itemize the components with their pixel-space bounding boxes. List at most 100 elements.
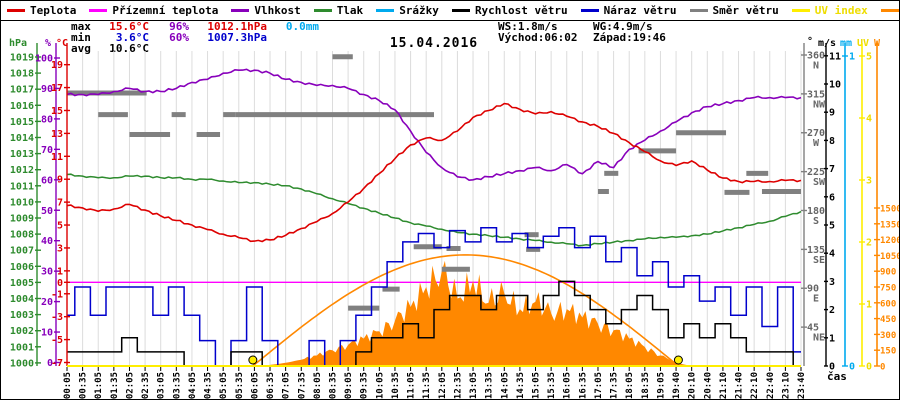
svg-text:11: 11 [829,51,841,62]
svg-text:-7: -7 [51,358,63,369]
axis-header-mm: mm [840,38,853,49]
svg-text:1: 1 [866,300,872,311]
svg-text:SW: SW [813,177,826,188]
legend-item-8: UV index [791,4,868,17]
legend-swatch-icon [689,9,708,12]
svg-text:1014: 1014 [10,133,34,144]
chart-date-title: 15.04.2016 [389,36,479,51]
svg-text:2: 2 [866,238,872,249]
svg-text:1017: 1017 [10,85,34,96]
svg-text:21:10: 21:10 [719,372,729,399]
svg-text:21:40: 21:40 [735,372,745,399]
legend-item-3: Tlak [313,4,363,17]
svg-text:01:35: 01:35 [110,372,120,399]
wind-sun-stats: WS:1.8m/s WG:4.9m/s Východ:06:02 Západ:19:… [498,21,688,43]
max-humidity: 96% [169,20,189,33]
legend-label: Přízemní teplota [112,4,219,17]
svg-text:00:05: 00:05 [63,372,73,399]
min-humidity: 60% [169,31,189,44]
legend-label: Teplota [30,4,77,17]
legend-swatch-icon [231,9,250,12]
series-pressure [66,173,802,247]
svg-text:08:05: 08:05 [313,372,323,399]
svg-text:15: 15 [51,106,63,117]
axis-uv: 5 4 3 2 1 0 [859,43,872,373]
svg-text:19: 19 [51,60,63,71]
legend-swatch-icon [880,9,899,12]
svg-text:100: 100 [35,54,53,65]
svg-text:0: 0 [866,362,872,373]
svg-text:5: 5 [829,221,835,232]
svg-text:NE: NE [813,333,825,344]
svg-text:19:40: 19:40 [672,372,682,399]
svg-text:9: 9 [829,108,835,119]
series-wind-direction [67,54,801,311]
svg-text:17:05: 17:05 [594,372,604,399]
svg-text:180: 180 [807,206,825,217]
legend-label: Rychlost větru [474,4,568,17]
svg-text:3: 3 [829,277,835,288]
legend-label: Srážky [399,4,439,17]
svg-text:1012: 1012 [10,165,34,176]
svg-text:11:35: 11:35 [422,372,432,399]
svg-text:750: 750 [880,284,896,294]
svg-text:360: 360 [807,50,825,61]
svg-text:14:35: 14:35 [516,372,526,399]
svg-text:23:40: 23:40 [797,372,807,399]
svg-text:02:05: 02:05 [125,372,135,399]
svg-text:9: 9 [57,175,63,186]
axis-header-uv: UV [857,38,870,49]
svg-text:10:35: 10:35 [391,372,401,399]
legend-swatch-icon [7,9,25,12]
svg-text:600: 600 [880,299,896,309]
svg-text:W: W [813,138,820,149]
svg-text:0: 0 [829,362,835,373]
axis-header-celsius: °C [56,38,69,49]
legend-label: UV index [814,4,868,17]
svg-text:11: 11 [51,152,63,163]
svg-text:03:35: 03:35 [172,372,182,399]
sun-stats-row: Východ:06:02 Západ:19:46 [498,32,688,43]
legend-swatch-icon [376,9,395,12]
svg-text:09:05: 09:05 [344,372,354,399]
axis-celsius: 19 17 15 13 11 9 7 5 3 10-1 -3 -5 -7 [51,43,70,369]
legend-label: Vlhkost [254,4,301,17]
svg-text:0: 0 [880,363,885,373]
svg-text:23:10: 23:10 [781,372,791,399]
svg-text:3: 3 [57,243,63,254]
svg-text:NW: NW [813,99,826,110]
max-pressure: 1012.1hPa [207,20,267,33]
svg-text:1200: 1200 [880,236,900,246]
axis-mm: 10 [842,43,855,373]
svg-text:60: 60 [41,175,53,186]
svg-text:10:05: 10:05 [375,372,385,399]
svg-text:22:40: 22:40 [766,372,776,399]
svg-text:1009: 1009 [10,214,34,225]
svg-text:80: 80 [41,114,53,125]
axis-hpa: 1019 1018 1017 1016 1015 1014 1013 1012 1011 1010… [10,43,41,369]
svg-text:1: 1 [849,52,855,63]
svg-text:300: 300 [880,331,896,341]
svg-text:1010: 1010 [10,197,34,208]
svg-text:5: 5 [57,221,63,232]
svg-text:1003: 1003 [10,310,34,321]
svg-text:12:05: 12:05 [438,372,448,399]
svg-text:70: 70 [41,145,53,156]
legend-bar: Teplota Přízemní teplota Vlhkost Tlak Srážky… [1,1,899,21]
svg-text:90: 90 [807,284,819,295]
svg-text:-3: -3 [51,312,63,323]
svg-text:0: 0 [57,278,63,289]
svg-text:01:05: 01:05 [94,372,104,399]
legend-swatch-icon [89,9,108,12]
legend-swatch-icon [313,9,332,12]
svg-text:06:05: 06:05 [250,372,260,399]
legend-item-7: Směr větru [689,4,779,17]
legend-item-9: Solar [880,4,899,17]
svg-text:02:35: 02:35 [141,372,151,399]
wind-stats-row: WS:1.8m/s WG:4.9m/s [498,21,688,32]
svg-text:20:10: 20:10 [688,372,698,399]
min-temp: 3.6°C [115,31,149,44]
